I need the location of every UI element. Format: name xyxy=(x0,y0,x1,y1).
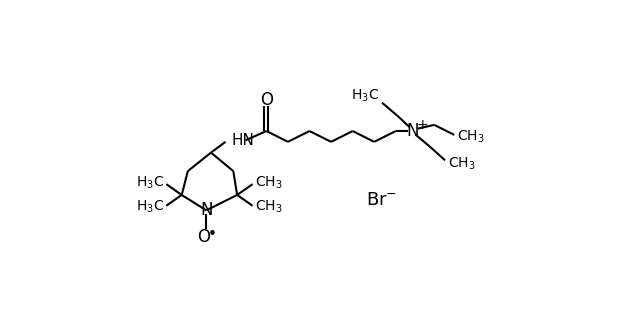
Text: O: O xyxy=(198,228,211,246)
Text: CH$_3$: CH$_3$ xyxy=(448,156,476,172)
Text: CH$_3$: CH$_3$ xyxy=(458,128,485,145)
Text: •: • xyxy=(208,227,217,242)
Text: Br$^{-}$: Br$^{-}$ xyxy=(366,191,397,209)
Text: CH$_3$: CH$_3$ xyxy=(255,175,282,191)
Text: N: N xyxy=(200,201,212,219)
Text: H$_3$C: H$_3$C xyxy=(351,87,379,104)
Text: +: + xyxy=(416,118,428,132)
Text: O: O xyxy=(260,91,273,109)
Text: CH$_3$: CH$_3$ xyxy=(255,199,282,215)
Text: H$_3$C: H$_3$C xyxy=(136,199,164,215)
Text: H$_3$C: H$_3$C xyxy=(136,175,164,191)
Text: HN: HN xyxy=(232,133,255,148)
Text: N: N xyxy=(406,122,419,140)
